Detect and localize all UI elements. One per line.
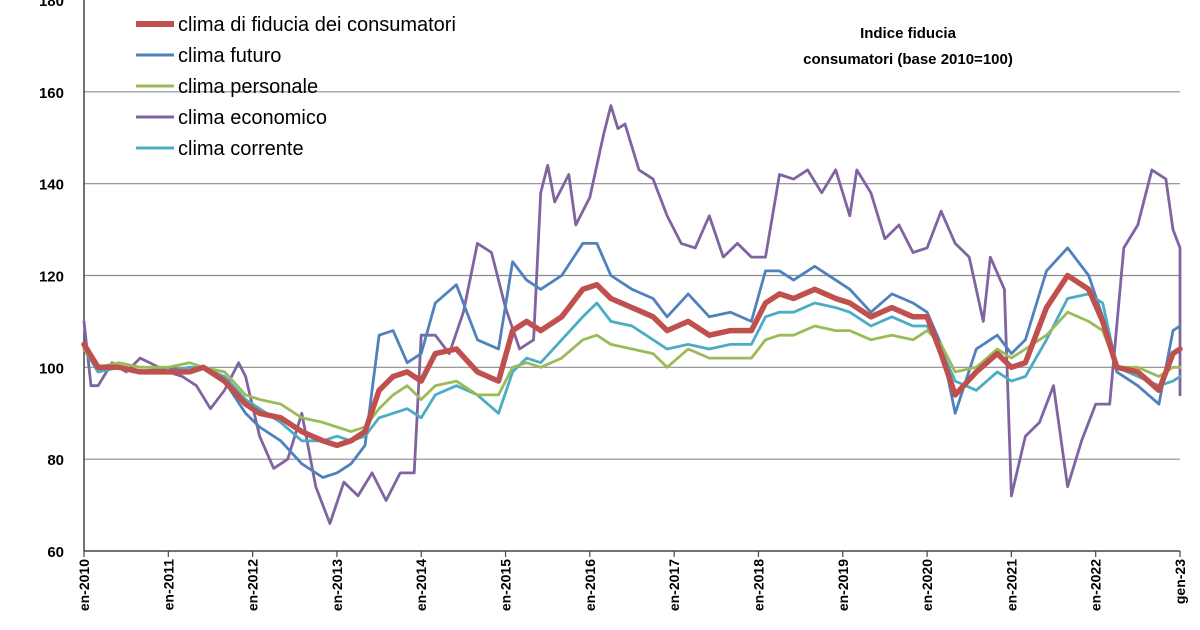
series-line-2: [82, 310, 1182, 433]
series-line-4: [82, 292, 1182, 443]
y-tick-label: 100: [39, 360, 64, 377]
y-tick-label: 160: [39, 85, 64, 102]
series-lines: [81, 104, 1183, 525]
legend-label: clima futuro: [178, 45, 281, 67]
x-tick-label: en-2013: [329, 559, 345, 611]
legend-label: clima corrente: [178, 138, 304, 160]
x-tick-label: en-2016: [582, 559, 598, 611]
legend-label: clima personale: [178, 76, 318, 98]
y-tick-label: 120: [39, 269, 64, 286]
legend-label: clima economico: [178, 107, 327, 129]
chart-subtitle: consumatori (base 2010=100): [803, 51, 1013, 68]
x-tick-label: en-2012: [245, 559, 261, 611]
legend-label: clima di fiducia dei consumatori: [178, 14, 456, 36]
x-tick-label: en-2020: [919, 559, 935, 611]
y-axis: 60 80 100 120 140 160 180: [39, 0, 64, 561]
chart-title: Indice fiducia: [860, 25, 957, 42]
x-tick-label: gen-23: [1172, 559, 1188, 604]
x-tick-label: en-2018: [750, 559, 766, 611]
x-tick-label: en-2021: [1003, 559, 1019, 611]
x-tick-label: en-2019: [835, 559, 851, 611]
series-line-1: [82, 242, 1182, 479]
x-tick-label: en-2017: [666, 559, 682, 611]
legend: clima di fiducia dei consumatori clima fu…: [136, 14, 456, 160]
x-tick-label: en-2022: [1088, 559, 1104, 611]
y-tick-label: 180: [39, 0, 64, 10]
series-line-0: [81, 272, 1183, 449]
x-tick-label: en-2014: [413, 559, 429, 611]
series-line-3: [82, 104, 1182, 525]
x-tick-label: en-2015: [498, 559, 514, 611]
y-tick-label: 140: [39, 177, 64, 194]
x-axis: en-2010 en-2011 en-2012 en-2013 en-2014 en-20…: [76, 551, 1188, 611]
x-tick-label: en-2011: [160, 559, 176, 611]
y-tick-label: 80: [47, 452, 64, 469]
grid: [83, 0, 1180, 552]
y-tick-label: 60: [47, 544, 64, 561]
x-tick-label: en-2010: [76, 559, 92, 611]
